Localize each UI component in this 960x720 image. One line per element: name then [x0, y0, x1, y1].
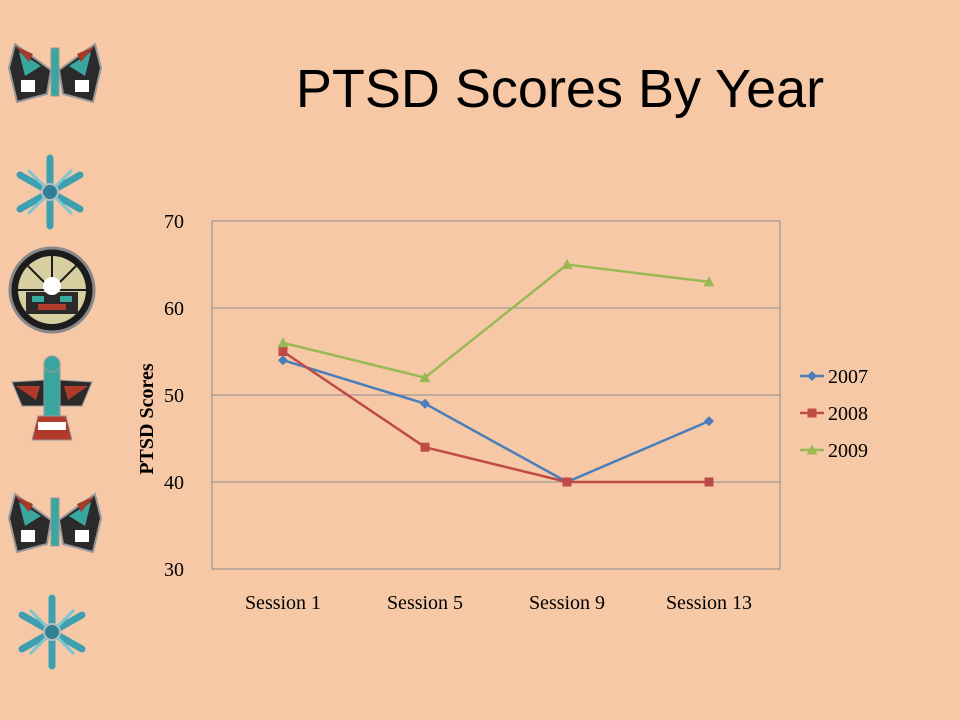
x-tick-label: Session 1	[245, 592, 321, 614]
x-tick-label: Session 9	[529, 592, 605, 614]
series-line-2008	[282, 350, 709, 484]
y-tick-label: 50	[164, 385, 184, 407]
series-line-2007	[282, 359, 710, 484]
series-line-2009	[282, 263, 710, 379]
legend-label: 2008	[828, 403, 868, 425]
legend-label: 2009	[828, 440, 868, 462]
data-point-diamond	[807, 371, 817, 381]
grid-layer	[212, 220, 780, 570]
data-point-triangle	[419, 372, 431, 383]
data-point-triangle	[277, 337, 289, 348]
data-point-square	[420, 442, 430, 452]
sunface-inlay-icon	[8, 246, 96, 334]
y-tick-label: 70	[164, 211, 184, 233]
axis-layer: 30 40 50 60 70 Session 1 Session 5 Session 9 Ses…	[136, 211, 781, 614]
thunderbird-inlay-icon	[11, 355, 93, 441]
snowflake-inlay-icon	[18, 594, 86, 670]
snowflake-inlay-icon	[16, 154, 84, 230]
data-point-square	[562, 477, 572, 487]
series-layer	[277, 259, 715, 487]
data-point-triangle	[806, 444, 818, 455]
x-tick-label: Session 13	[666, 592, 752, 614]
data-point-square	[807, 408, 817, 418]
x-tick-label: Session 5	[387, 592, 463, 614]
data-point-diamond	[704, 416, 714, 427]
y-axis-title: PTSD Scores	[136, 363, 158, 475]
data-point-triangle	[561, 259, 573, 269]
data-point-square	[278, 347, 288, 356]
data-point-diamond	[420, 398, 430, 409]
butterfly-inlay-icon	[7, 42, 103, 104]
y-tick-label: 40	[164, 472, 184, 494]
slide-title: PTSD Scores By Year	[295, 59, 825, 119]
data-point-triangle	[703, 276, 715, 287]
butterfly-inlay-icon	[7, 492, 103, 554]
data-point-diamond	[278, 355, 288, 366]
y-tick-label: 30	[164, 559, 184, 581]
legend-label: 2007	[828, 366, 868, 388]
data-point-square	[704, 477, 714, 487]
y-tick-label: 60	[164, 298, 184, 320]
decorative-border	[7, 42, 103, 670]
legend: 2007 2008 2009	[800, 366, 868, 462]
